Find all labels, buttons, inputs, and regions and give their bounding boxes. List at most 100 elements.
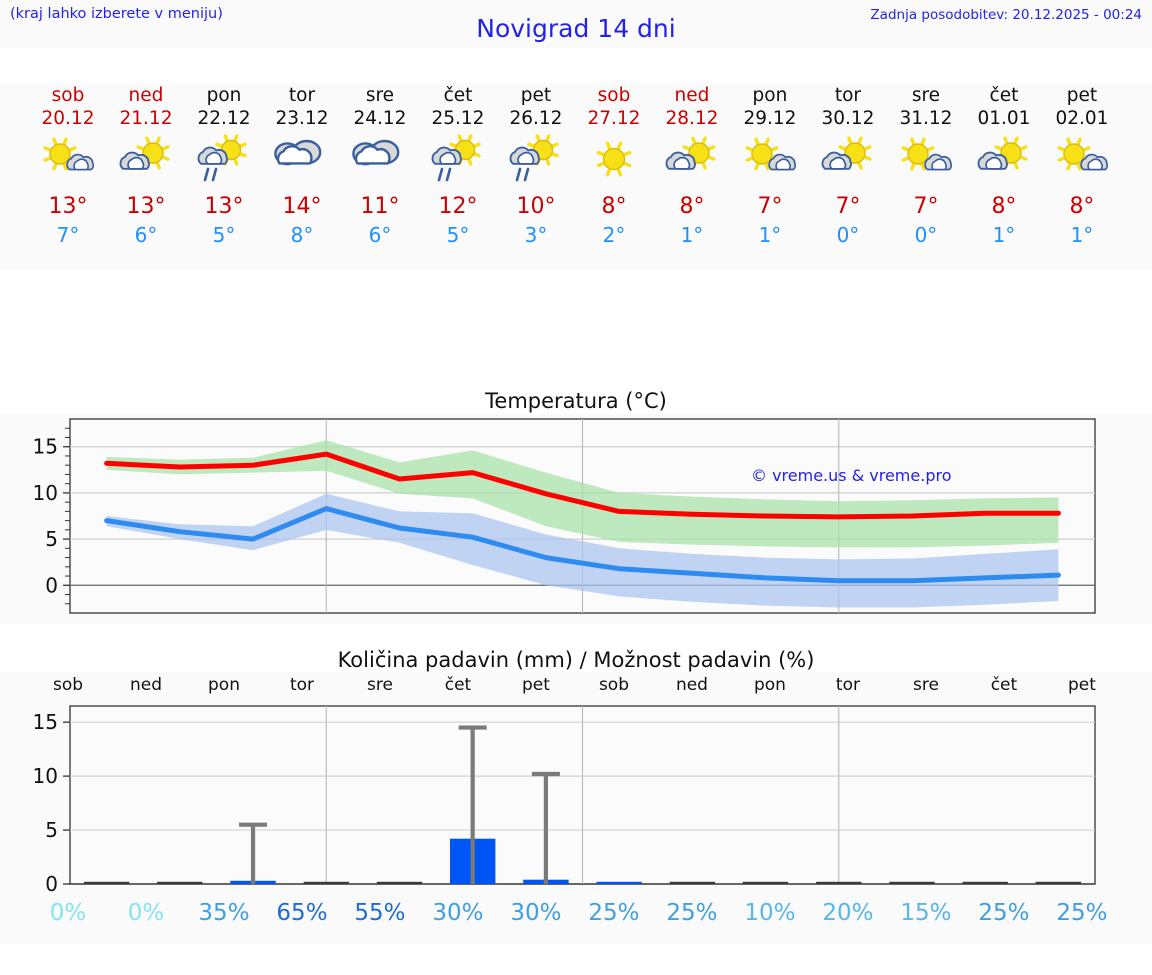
day-date-label: 24.12 [353,108,407,129]
precipitation-probability-label: 0% [49,900,87,926]
precipitation-day-label: pet [1067,675,1096,695]
day-column[interactable]: pon 22.12 13° 5° [185,84,263,249]
day-date-label: 25.12 [431,108,485,129]
max-temp-label: 7° [835,194,861,219]
day-date-label: 22.12 [197,108,251,129]
precipitation-day-label: ned [675,675,708,695]
min-temp-label: 6° [368,223,392,247]
precipitation-probability-label: 30% [432,900,484,926]
day-column[interactable]: sre 24.12 11° 6° [341,84,419,249]
temperature-chart: 0 5 10 15 [33,418,1096,614]
min-temp-label: 7° [56,223,80,247]
day-of-week-label: pon [206,85,242,106]
menu-hint-label: (kraj lahko izberete v meniju) [10,6,223,22]
precipitation-probability-label: 65% [276,900,328,926]
max-temp-label: 11° [360,194,400,219]
sun-cloud-icon [29,132,107,188]
precipitation-day-label: tor [835,675,860,695]
svg-text:0: 0 [45,872,58,896]
day-column[interactable]: sob 20.12 13° 7° [29,84,107,249]
precipitation-day-label: tor [289,675,315,695]
day-date-label: 26.12 [509,108,563,129]
day-of-week-label: sre [911,85,941,106]
panel-top-strip [0,366,1152,414]
day-date-label: 30.12 [821,108,875,129]
max-temp-label: 7° [757,194,783,219]
cloud-sun-icon [965,132,1043,188]
day-of-week-label: ned [674,85,710,106]
max-temp-label: 13° [48,194,88,219]
max-temp-label: 7° [913,194,939,219]
svg-text:0: 0 [45,573,58,597]
max-temp-label: 13° [126,194,166,219]
day-column[interactable]: ned 28.12 8° 1° [653,84,731,249]
precipitation-probability-label: 15% [900,900,952,926]
min-temp-label: 1° [1070,223,1094,247]
day-column[interactable]: pet 02.01 8° 1° [1043,84,1121,249]
max-temp-label: 8° [991,194,1017,219]
day-date-label: 20.12 [41,108,95,129]
svg-text:15: 15 [33,435,58,459]
precipitation-probability-label: 20% [822,900,874,926]
day-of-week-label: pon [752,85,788,106]
day-column[interactable]: tor 23.12 14° 8° [263,84,341,249]
min-temp-label: 0° [914,223,938,247]
cloudy-icon [341,132,419,188]
day-column[interactable]: sob 27.12 8° 2° [575,84,653,249]
max-temp-label: 8° [601,194,627,219]
max-temp-label: 14° [282,194,322,219]
sun-cloud-icon [1043,132,1121,188]
day-date-label: 31.12 [899,108,953,129]
min-temp-label: 0° [836,223,860,247]
min-temp-label: 6° [134,223,158,247]
temperature-chart-title: Temperatura (°C) [485,389,667,413]
day-of-week-label: ned [128,85,164,106]
day-of-week-label: pet [520,85,552,106]
day-column[interactable]: pon 29.12 7° 1° [731,84,809,249]
min-temp-label: 3° [524,223,548,247]
max-temp-label: 10° [516,194,556,219]
svg-text:10: 10 [33,764,58,788]
precipitation-day-label: sre [367,675,393,695]
precipitation-probability-label: 30% [510,900,562,926]
cloud-sun-icon [809,132,887,188]
precipitation-probability-label: 25% [588,900,640,926]
day-of-week-label: čet [989,85,1019,106]
precipitation-day-label: pet [522,675,550,695]
day-column[interactable]: sre 31.12 7° 0° [887,84,965,249]
day-date-label: 01.01 [977,108,1031,129]
precipitation-chart: 0 5 10 15 [33,705,1096,896]
day-date-label: 23.12 [275,108,329,129]
precipitation-chart-title: Količina padavin (mm) / Možnost padavin … [337,648,815,672]
day-date-label: 21.12 [119,108,173,129]
min-temp-label: 8° [290,223,314,247]
day-column[interactable]: ned 21.12 13° 6° [107,84,185,249]
day-of-week-label: tor [288,85,316,106]
precipitation-probability-label: 55% [354,900,406,926]
day-of-week-label: sob [51,85,85,106]
sun-cloud-icon [731,132,809,188]
day-column[interactable]: čet 01.01 8° 1° [965,84,1043,249]
min-temp-label: 2° [602,223,626,247]
min-temp-label: 1° [680,223,704,247]
precipitation-day-label: čet [444,675,472,695]
day-date-label: 28.12 [665,108,719,129]
day-of-week-label: sob [597,85,631,106]
day-of-week-label: pet [1066,85,1098,106]
day-column[interactable]: tor 30.12 7° 0° [809,84,887,249]
precipitation-day-label: sob [52,675,84,695]
copyright-label: © vreme.us & vreme.pro [751,466,952,485]
page-title: Novigrad 14 dni [476,14,676,43]
precipitation-probability-label: 25% [1056,900,1108,926]
day-date-label: 02.01 [1055,108,1109,129]
day-column[interactable]: pet 26.12 10° 3° [497,84,575,249]
precipitation-day-label: čet [990,675,1018,695]
day-column[interactable]: čet 25.12 12° 5° [419,84,497,249]
precipitation-day-label: sre [912,675,939,695]
cloud-sun-icon [653,132,731,188]
max-temp-label: 8° [679,194,705,219]
precipitation-probability-label: 25% [978,900,1030,926]
max-temp-label: 8° [1069,194,1095,219]
max-temp-label: 12° [438,194,478,219]
